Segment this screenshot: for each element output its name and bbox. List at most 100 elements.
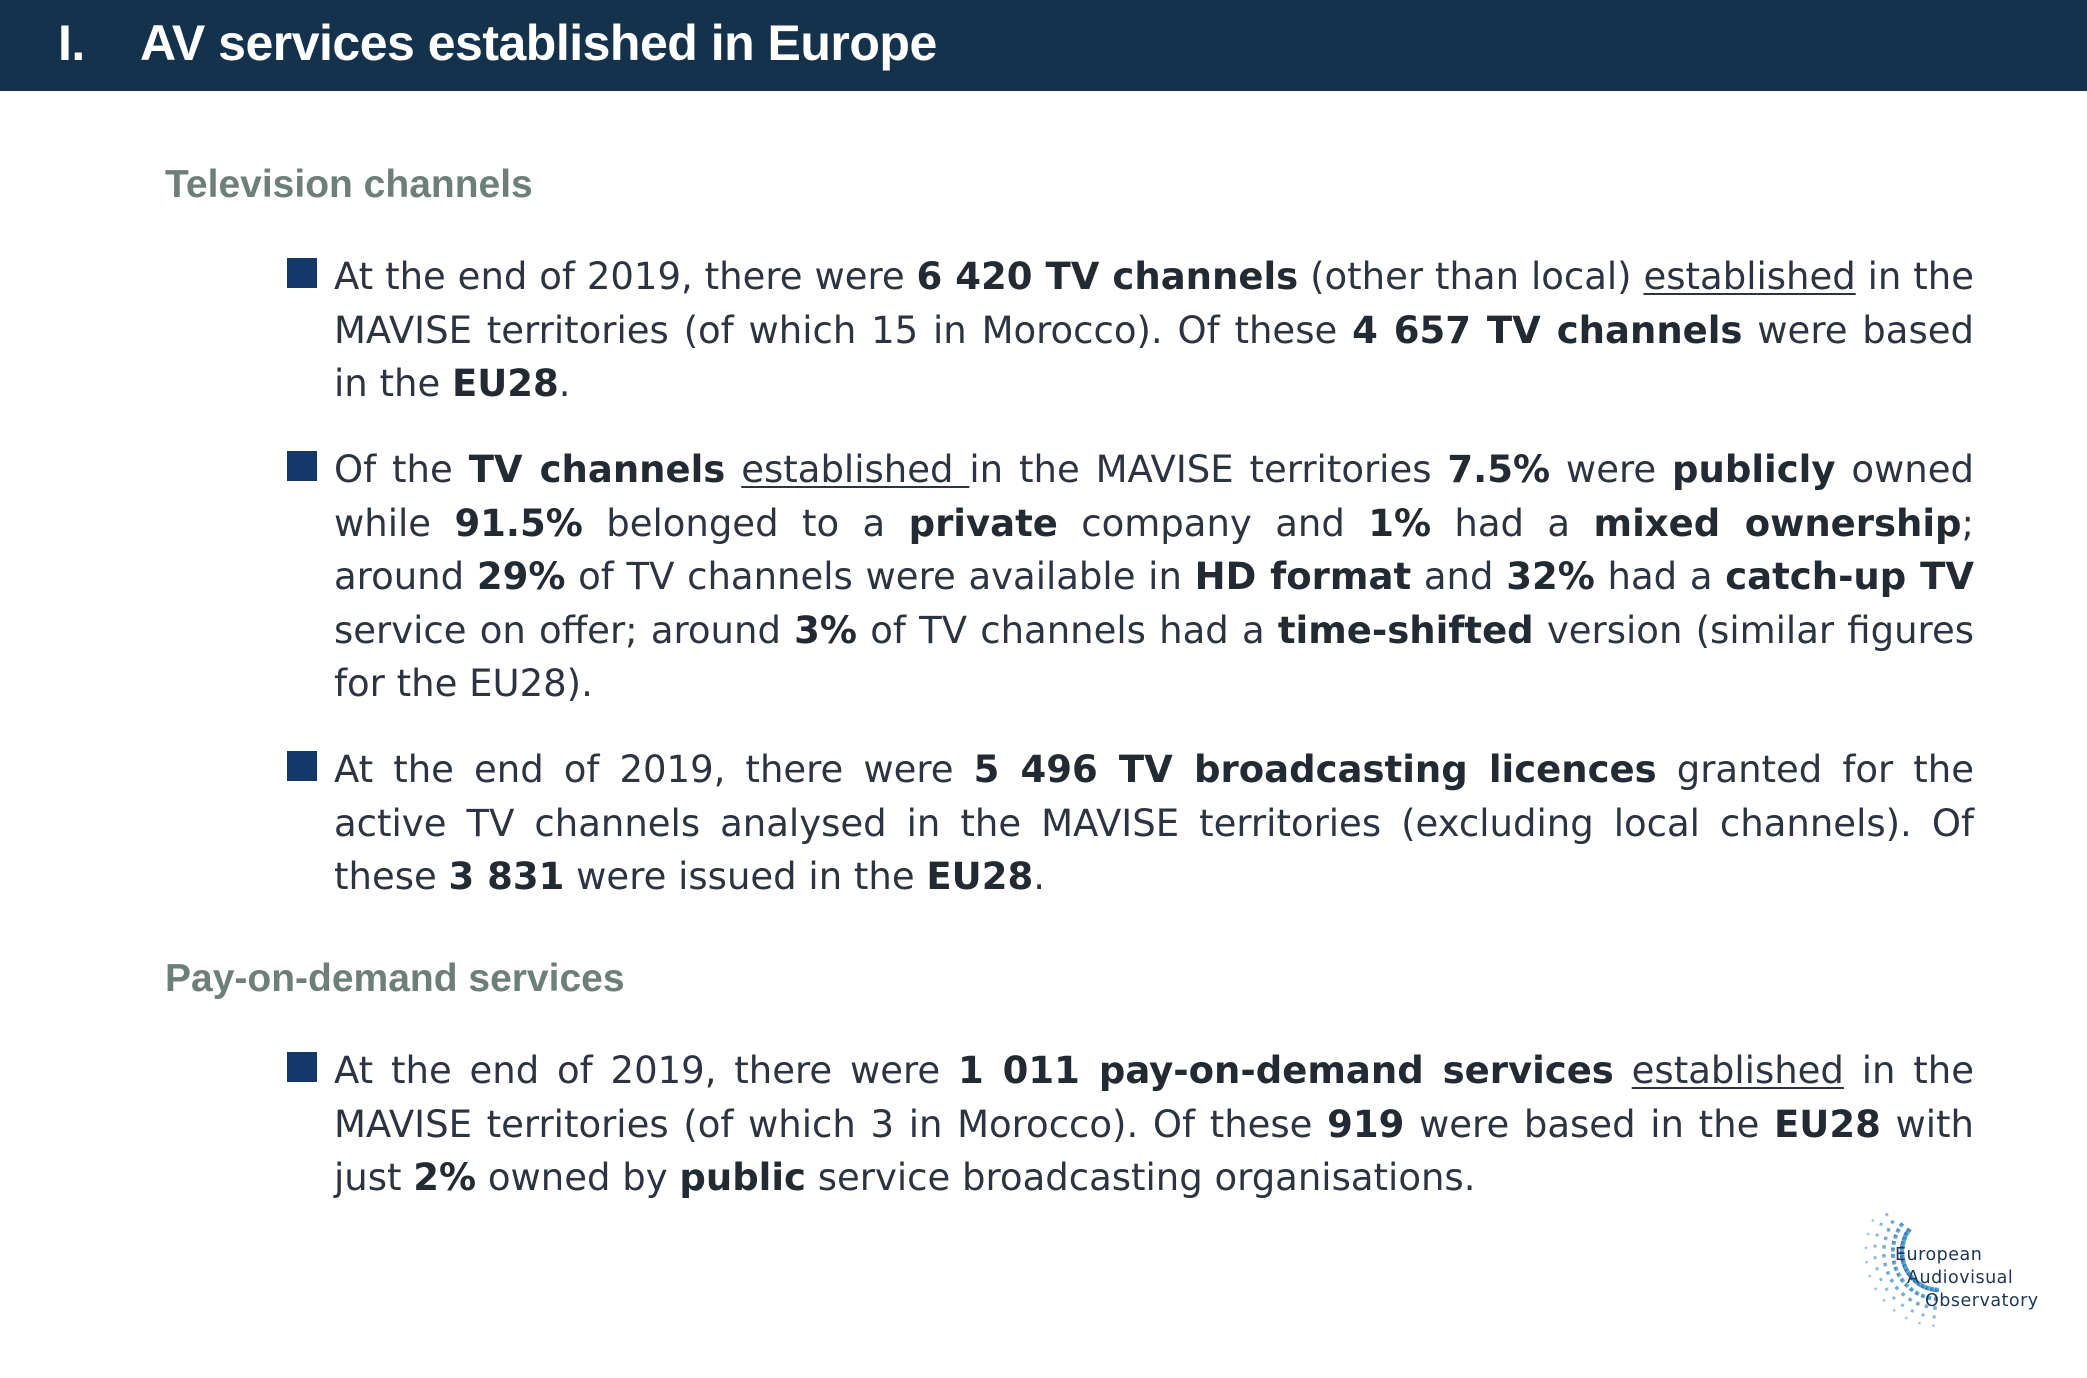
logo-dot bbox=[1882, 1298, 1886, 1303]
page-title: I. AV services established in Europe bbox=[58, 14, 937, 72]
logo-dot bbox=[1891, 1260, 1897, 1265]
text-run: in the MAVISE territories (of which 15 i… bbox=[334, 255, 1974, 352]
logo-dot bbox=[1899, 1254, 1905, 1260]
bold-text: EU28 bbox=[1774, 1102, 1881, 1146]
underlined-text: established bbox=[1631, 1049, 1844, 1092]
logo-dot bbox=[1900, 1258, 1907, 1265]
page-header-bar: I. AV services established in Europe bbox=[0, 0, 2087, 91]
bold-text: 4 657 TV channels bbox=[1352, 308, 1743, 352]
text-run: in the MAVISE territories bbox=[969, 448, 1448, 491]
logo-dot bbox=[1901, 1263, 1908, 1270]
text-run: At the end of 2019, there were bbox=[334, 748, 974, 791]
logo-dot bbox=[1879, 1277, 1884, 1282]
text-run: ; around bbox=[334, 501, 1974, 599]
text-run: and bbox=[1411, 555, 1507, 598]
text-run: At the end of 2019, there were bbox=[334, 255, 917, 298]
logo-dot bbox=[1933, 1305, 1938, 1310]
logo-dot bbox=[1882, 1253, 1886, 1258]
bold-text: 919 bbox=[1327, 1102, 1405, 1146]
text-run: were based in the bbox=[1404, 1102, 1775, 1146]
european-audiovisual-observatory-logo: European Audiovisual Observatory bbox=[1845, 1212, 2075, 1362]
text-run: had a bbox=[1594, 555, 1726, 598]
section-number: I. bbox=[58, 15, 85, 71]
observatory-swirl-icon bbox=[1864, 1212, 1940, 1328]
text-run: . bbox=[558, 362, 571, 405]
bold-text: 1% bbox=[1368, 501, 1432, 545]
text-run: service on offer; around bbox=[334, 608, 795, 652]
logo-dot bbox=[1912, 1277, 1919, 1285]
logo-dot bbox=[1907, 1297, 1913, 1302]
bold-text: mixed ownership bbox=[1593, 501, 1962, 545]
bold-text: 1 011 pay-on-demand services bbox=[957, 1049, 1614, 1092]
text-run: in the MAVISE territories (of which 3 in… bbox=[334, 1049, 1975, 1146]
page-title-text: AV services established in Europe bbox=[140, 15, 937, 71]
logo-dot bbox=[1864, 1246, 1868, 1250]
bullet-square-icon bbox=[287, 451, 317, 481]
logo-dot bbox=[1875, 1266, 1880, 1271]
bullet-square-icon bbox=[287, 751, 317, 781]
text-run: At the end of 2019, there were bbox=[334, 1049, 958, 1092]
logo-dot bbox=[1900, 1303, 1905, 1308]
text-run: were based in the bbox=[334, 308, 1974, 406]
text-run: (other than local) bbox=[1298, 255, 1644, 298]
text-run: . bbox=[1033, 855, 1045, 898]
logo-dot bbox=[1932, 1315, 1936, 1319]
text-run: service broadcasting organisations. bbox=[805, 1156, 1476, 1199]
logo-dot bbox=[1883, 1262, 1888, 1267]
bold-text: 3% bbox=[794, 608, 857, 652]
logo-dot bbox=[1906, 1271, 1913, 1278]
logo-dot bbox=[1908, 1274, 1916, 1282]
logo-dot bbox=[1871, 1218, 1875, 1223]
bold-text: TV channels bbox=[468, 448, 726, 491]
bullet-text: At the end of 2019, there were 1 011 pay… bbox=[334, 1044, 1974, 1205]
section-heading-pay-on-demand: Pay-on-demand services bbox=[165, 957, 625, 1000]
logo-dot bbox=[1882, 1245, 1887, 1249]
logo-dot bbox=[1933, 1296, 1939, 1301]
logo-dot bbox=[1884, 1212, 1889, 1217]
bold-text: 2% bbox=[413, 1156, 477, 1199]
logo-text-european: European bbox=[1895, 1245, 1983, 1265]
logo-dot bbox=[1890, 1219, 1895, 1225]
logo-dot bbox=[1889, 1278, 1895, 1284]
logo-dot bbox=[1874, 1287, 1878, 1291]
text-run: company and bbox=[1057, 501, 1369, 545]
logo-dot bbox=[1890, 1247, 1896, 1252]
logo-dot bbox=[1893, 1266, 1899, 1272]
bold-text: 3 831 bbox=[448, 855, 565, 898]
bullet-square-icon bbox=[287, 1052, 317, 1082]
logo-dot bbox=[1894, 1285, 1900, 1291]
logo-dot bbox=[1892, 1308, 1897, 1313]
logo-dot bbox=[1884, 1287, 1889, 1292]
logo-dot bbox=[1891, 1295, 1897, 1301]
logo-dot bbox=[1903, 1231, 1910, 1238]
logo-dot bbox=[1866, 1232, 1870, 1236]
bold-text: catch-up TV bbox=[1725, 555, 1974, 598]
logo-dot bbox=[1905, 1227, 1912, 1234]
logo-dot bbox=[1891, 1240, 1897, 1246]
logo-dot bbox=[1904, 1316, 1909, 1320]
bullet-text: Of the TV channels established in the MA… bbox=[334, 443, 1974, 711]
bold-text: publicly bbox=[1672, 448, 1836, 491]
bullet-text: At the end of 2019, there were 6 420 TV … bbox=[334, 250, 1974, 411]
text-run: with just bbox=[334, 1102, 1974, 1200]
logo-dot bbox=[1924, 1304, 1929, 1309]
logo-dot bbox=[1910, 1308, 1915, 1313]
text-run: owned by bbox=[476, 1156, 680, 1199]
logo-dot bbox=[1934, 1287, 1940, 1293]
logo-dot bbox=[1868, 1274, 1872, 1278]
logo-dot bbox=[1903, 1267, 1910, 1274]
logo-text-audiovisual: Audiovisual bbox=[1907, 1268, 2014, 1288]
logo-text-observatory: Observatory bbox=[1925, 1291, 2039, 1311]
bold-text: 7.5% bbox=[1447, 448, 1551, 491]
bold-text: 6 420 TV channels bbox=[916, 255, 1299, 298]
bold-text: time-shifted bbox=[1277, 608, 1534, 652]
text-run: belonged to a bbox=[582, 501, 909, 545]
logo-dot bbox=[1885, 1270, 1891, 1276]
logo-dot bbox=[1927, 1295, 1932, 1301]
logo-dot bbox=[1893, 1234, 1899, 1240]
section-heading-television: Television channels bbox=[165, 163, 533, 206]
logo-dot bbox=[1896, 1272, 1902, 1278]
bold-text: private bbox=[908, 501, 1058, 545]
text-run: version (similar figures for the EU28). bbox=[334, 608, 1974, 706]
logo-dot bbox=[1914, 1290, 1920, 1296]
